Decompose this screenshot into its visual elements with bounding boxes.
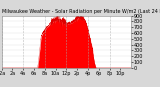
Text: Milwaukee Weather - Solar Radiation per Minute W/m2 (Last 24 Hours): Milwaukee Weather - Solar Radiation per … — [2, 9, 160, 14]
